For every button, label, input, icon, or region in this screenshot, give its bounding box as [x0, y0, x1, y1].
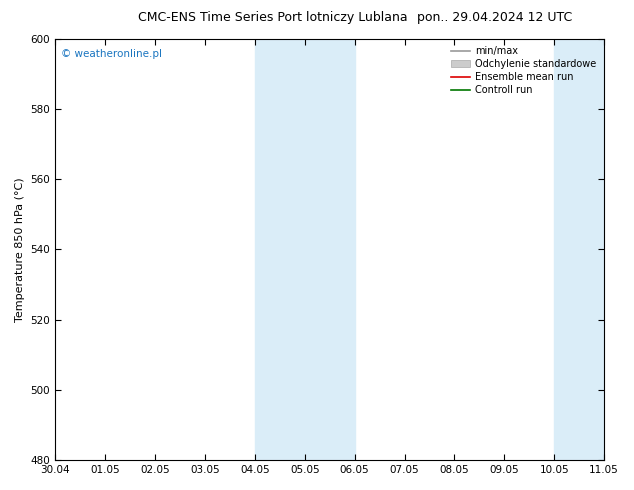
Bar: [255, 39, 305, 460]
Bar: [554, 39, 634, 460]
Text: pon.. 29.04.2024 12 UTC: pon.. 29.04.2024 12 UTC: [417, 11, 572, 24]
Text: CMC-ENS Time Series Port lotniczy Lublana: CMC-ENS Time Series Port lotniczy Lublan…: [138, 11, 408, 24]
Y-axis label: Temperature 850 hPa (°C): Temperature 850 hPa (°C): [15, 177, 25, 321]
Text: © weatheronline.pl: © weatheronline.pl: [61, 49, 162, 59]
Bar: [305, 39, 354, 460]
Legend: min/max, Odchylenie standardowe, Ensemble mean run, Controll run: min/max, Odchylenie standardowe, Ensembl…: [448, 44, 599, 98]
